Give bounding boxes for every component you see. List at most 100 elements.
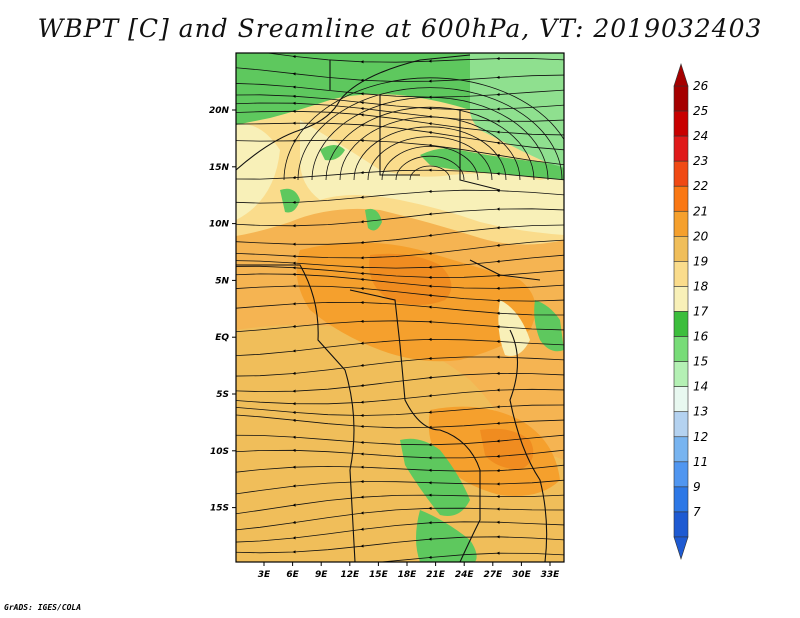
lat-label: 5S [216,390,229,400]
streamline [236,224,564,245]
colorbar-label: 22 [693,179,708,193]
streamline [236,434,564,446]
streamline [236,265,564,278]
colorbar-label: 17 [693,305,709,319]
colorbar-bin [673,286,689,312]
streamline [236,94,564,111]
colorbar-label: 15 [693,355,708,369]
wbpt-field-17C-patch-ne [420,148,564,180]
wbpt-field-18C-west [236,124,280,220]
streamline [236,388,564,405]
streamline [264,53,564,63]
lat-label: 15S [210,504,229,514]
streamlines [226,48,564,562]
colorbar-bin [673,311,689,337]
streamline [236,414,564,429]
streamline [376,552,564,562]
streamline [311,97,549,181]
wbpt-field-20C-central [236,325,564,562]
lon-label: 15E [369,570,389,580]
streamline [236,208,564,227]
streamline [236,273,564,289]
colorbar-bin [673,436,689,463]
colorbar-label: 9 [693,480,701,494]
colorbar-label: 7 [693,505,701,519]
colorbar-label: 19 [693,254,708,268]
colorbar-bin [673,411,689,438]
map-area [226,48,564,562]
colorbar-bin [673,336,689,362]
streamline [339,116,521,181]
map-frame [235,52,565,563]
streamline [236,189,564,204]
colorbar-label: 14 [693,380,708,394]
streamline [236,479,564,495]
colorbar-label: 13 [693,405,708,419]
colorbar-bin [673,486,689,513]
colorbar-label: 16 [693,330,709,344]
wbpt-field-17C-plateau [400,438,470,516]
streamline [236,338,564,357]
streamline [353,126,507,181]
colorbar-bin [673,461,689,488]
credit-text: GrADS: IGES/COLA [4,603,82,612]
lon-label: 30E [512,570,532,580]
colorbar-bin [673,361,689,387]
wbpt-field-17C-patch-mid [320,145,345,161]
streamline [283,77,564,181]
colorbar-label: 12 [693,430,708,444]
colorbar-label: 24 [693,129,708,143]
colorbar-bin [673,110,689,137]
streamline [297,87,563,181]
colorbar-label: 18 [693,279,709,293]
colorbar-bin [673,210,689,237]
chart-title: WBPT [C] and Sreamline at 600hPa, VT: 20… [37,14,763,43]
wbpt-field-17C-patch-center [365,208,382,231]
colorbar-label: 26 [693,79,709,93]
streamline [236,404,564,416]
wbpt-field-18C-sahel [300,120,564,235]
colorbar-max-arrow [673,63,689,87]
streamline-arrow [226,48,260,52]
wbpt-field-17C-east [534,300,564,352]
colorbar-bin [673,85,689,112]
streamline [236,372,564,393]
colorbar: 26 25 24 23 22 21 20 19 18 17 16 15 14 13 12 11 9 7 [673,63,709,560]
lon-label: 9E [315,570,328,580]
streamline [236,102,564,122]
colorbar-min-arrow [673,536,689,560]
streamline [236,122,564,151]
streamline [325,106,535,181]
streamline [381,146,479,181]
colorbar-bin [673,160,689,187]
streamline [236,536,564,554]
streamline [236,254,564,269]
wbpt-field-17C-patch-west [280,188,300,213]
lon-label: 3E [258,570,271,580]
streamline [236,239,564,259]
lat-label: 20N [209,106,230,116]
colorbar-bin [673,386,689,413]
lon-label: 18E [398,570,418,580]
colorbar-label: 23 [693,154,708,168]
streamline [236,507,564,531]
streamline [236,521,564,543]
colorbar-label: 11 [693,455,708,469]
lat-label: 5N [215,276,229,286]
lon-label: 27E [483,570,503,580]
streamline [236,169,564,181]
coastlines-and-borders [236,54,548,562]
colorbar-label: 20 [693,229,709,243]
lat-label: 10N [209,220,230,230]
streamline [395,155,465,181]
streamline [236,320,564,333]
streamline [236,449,564,459]
lon-label: 12E [340,570,360,580]
lat-label: EQ [215,333,229,343]
lat-label: 10S [210,447,229,457]
wbpt-field-16C-north [470,53,564,170]
lon-label: 33E [541,570,561,580]
lon-label: 6E [286,570,299,580]
colorbar-label: 25 [693,104,708,118]
latitude-axis: 20N 15N 10N 5N EQ 5S 10S 15S [209,106,236,514]
